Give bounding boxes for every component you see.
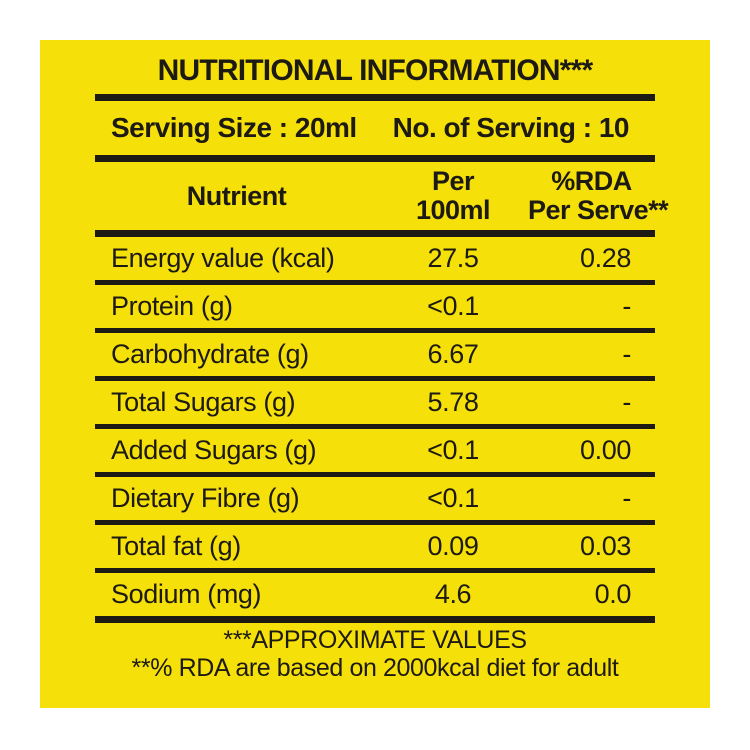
table-row-carbohydrate: Carbohydrate (g) 6.67 - <box>95 333 655 376</box>
per-100ml-value: 6.67 <box>427 339 479 369</box>
per-100ml-value: 27.5 <box>427 243 479 273</box>
header-rda-line2: Per Serve** <box>528 195 669 225</box>
nutrition-label: NUTRITIONAL INFORMATION*** Serving Size … <box>40 40 710 708</box>
footnote-rda-basis: **% RDA are based on 2000kcal diet for a… <box>131 654 619 682</box>
nutrient-name: Protein (g) <box>111 291 233 321</box>
table-row-protein: Protein (g) <0.1 - <box>95 285 655 328</box>
header-rda-line1: %RDA <box>551 166 632 196</box>
row-divider <box>95 328 655 333</box>
header-per-100ml-line1: Per <box>431 166 475 196</box>
per-100ml-value: <0.1 <box>427 291 479 321</box>
header-nutrient: Nutrient <box>186 180 287 211</box>
divider-above-footer <box>95 616 655 623</box>
label-content: NUTRITIONAL INFORMATION*** Serving Size … <box>95 48 669 682</box>
row-divider <box>95 472 655 477</box>
table-row-energy: Energy value (kcal) 27.5 0.28 <box>95 237 655 280</box>
row-divider <box>95 568 655 573</box>
table-row-added-sugars: Added Sugars (g) <0.1 0.00 <box>95 429 655 472</box>
nutrient-name: Total fat (g) <box>111 531 241 561</box>
table-row-total-fat: Total fat (g) 0.09 0.03 <box>95 525 655 568</box>
rda-value: - <box>622 339 631 369</box>
rda-value: 0.03 <box>580 531 631 561</box>
row-divider <box>95 424 655 429</box>
table-header-row: Nutrient Per 100ml %RDA Per Serve** <box>95 162 669 230</box>
row-divider <box>95 280 655 285</box>
rda-value: - <box>622 387 631 417</box>
header-per-100ml-line2: 100ml <box>415 195 491 225</box>
rda-value: - <box>622 291 631 321</box>
nutrient-name: Total Sugars (g) <box>111 387 296 417</box>
rda-value: 0.28 <box>580 243 631 273</box>
table-row-sodium: Sodium (mg) 4.6 0.0 <box>95 573 655 616</box>
nutrient-name: Energy value (kcal) <box>111 243 335 273</box>
serving-size-text: Serving Size : 20ml <box>111 112 357 143</box>
divider-under-title <box>95 94 655 101</box>
row-divider <box>95 520 655 525</box>
per-100ml-value: 0.09 <box>427 531 479 561</box>
per-100ml-value: 4.6 <box>434 579 472 609</box>
divider-under-serving <box>95 155 655 162</box>
nutrient-name: Dietary Fibre (g) <box>111 483 300 513</box>
row-divider <box>95 376 655 381</box>
table-row-dietary-fibre: Dietary Fibre (g) <0.1 - <box>95 477 655 520</box>
table-row-total-sugars: Total Sugars (g) 5.78 - <box>95 381 655 424</box>
divider-under-header <box>95 230 655 237</box>
nutrient-name: Added Sugars (g) <box>111 435 317 465</box>
header-per-100ml: Per 100ml <box>378 167 528 225</box>
serving-count-text: No. of Serving : 10 <box>392 112 630 143</box>
per-100ml-value: 5.78 <box>427 387 479 417</box>
per-100ml-value: <0.1 <box>427 435 479 465</box>
per-100ml-value: <0.1 <box>427 483 479 513</box>
rda-value: 0.00 <box>580 435 631 465</box>
footnote-approximate-values: ***APPROXIMATE VALUES <box>223 626 527 654</box>
rda-value: - <box>622 483 631 513</box>
nutrient-name: Carbohydrate (g) <box>111 339 309 369</box>
header-rda-per-serve: %RDA Per Serve** <box>528 166 669 225</box>
serving-info-row: Serving Size : 20ml No. of Serving : 10 <box>95 101 655 155</box>
footnotes: ***APPROXIMATE VALUES **% RDA are based … <box>95 626 655 682</box>
rda-value: 0.0 <box>594 579 632 609</box>
label-title: NUTRITIONAL INFORMATION*** <box>157 54 594 87</box>
nutrient-name: Sodium (mg) <box>111 579 262 609</box>
